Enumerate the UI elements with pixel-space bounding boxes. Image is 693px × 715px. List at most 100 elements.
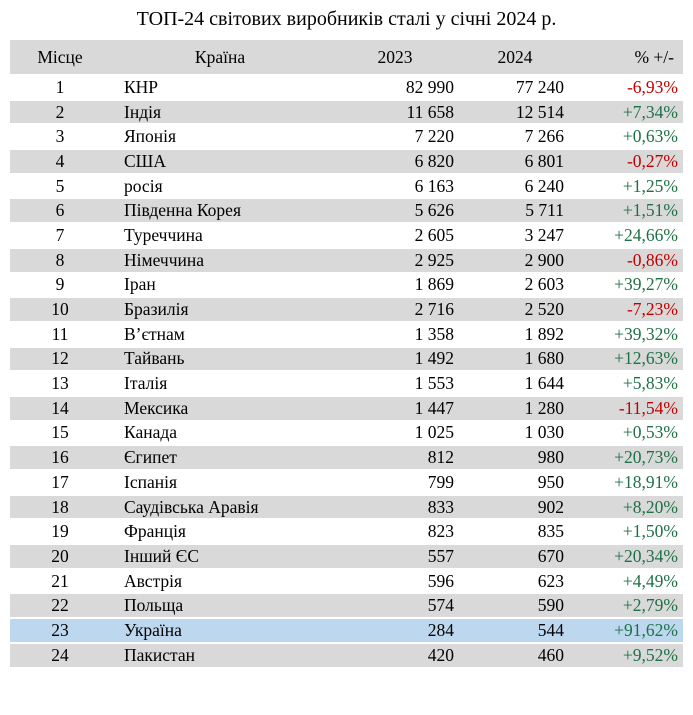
value-2023-cell: 833 <box>330 493 460 519</box>
table-row: 13 Італія 1 553 1 644 +5,83% <box>10 370 683 395</box>
change-cell: +8,20% <box>570 493 683 519</box>
rank-cell: 17 <box>10 469 110 494</box>
country-cell: Іспанія <box>110 469 330 494</box>
col-header-rank: Місце <box>10 40 110 74</box>
change-cell: +2,79% <box>570 592 683 618</box>
rank-cell: 14 <box>10 394 110 420</box>
rank-cell: 2 <box>10 98 110 124</box>
change-cell: +0,53% <box>570 419 683 445</box>
change-cell: -0,86% <box>570 246 683 272</box>
table-row: 10 Бразилія 2 716 2 520 -7,23% <box>10 296 683 321</box>
change-cell: +24,66% <box>570 222 683 247</box>
value-2023-cell: 823 <box>330 518 460 544</box>
value-2023-cell: 1 358 <box>330 320 460 346</box>
value-2024-cell: 7 266 <box>460 123 570 149</box>
col-header-change: % +/- <box>570 40 683 74</box>
value-2023-cell: 6 820 <box>330 148 460 173</box>
value-2024-cell: 902 <box>460 493 570 519</box>
table-row: 23 Україна 284 544 +91,62% <box>10 617 683 642</box>
rank-cell: 6 <box>10 197 110 223</box>
change-cell: -6,93% <box>570 74 683 99</box>
table-row: 19 Франція 823 835 +1,50% <box>10 518 683 544</box>
value-2024-cell: 2 603 <box>460 271 570 297</box>
country-cell: Мексика <box>110 394 330 420</box>
value-2023-cell: 574 <box>330 592 460 618</box>
rank-cell: 4 <box>10 148 110 173</box>
value-2024-cell: 1 892 <box>460 320 570 346</box>
table-row: 20 Інший ЄС 557 670 +20,34% <box>10 543 683 568</box>
country-cell: В’єтнам <box>110 320 330 346</box>
country-cell: Інший ЄС <box>110 543 330 568</box>
change-cell: +7,34% <box>570 98 683 124</box>
change-cell: -0,27% <box>570 148 683 173</box>
table-row: 7 Туреччина 2 605 3 247 +24,66% <box>10 222 683 247</box>
value-2024-cell: 2 900 <box>460 246 570 272</box>
country-cell: США <box>110 148 330 173</box>
value-2023-cell: 596 <box>330 567 460 593</box>
value-2023-cell: 7 220 <box>330 123 460 149</box>
value-2024-cell: 1 644 <box>460 370 570 395</box>
value-2023-cell: 1 447 <box>330 394 460 420</box>
value-2024-cell: 544 <box>460 617 570 642</box>
rank-cell: 18 <box>10 493 110 519</box>
country-cell: Італія <box>110 370 330 395</box>
rank-cell: 11 <box>10 320 110 346</box>
col-header-2024: 2024 <box>460 40 570 74</box>
table-row: 2 Індія 11 658 12 514 +7,34% <box>10 98 683 124</box>
rank-cell: 20 <box>10 543 110 568</box>
value-2023-cell: 1 553 <box>330 370 460 395</box>
value-2024-cell: 77 240 <box>460 74 570 99</box>
value-2024-cell: 590 <box>460 592 570 618</box>
change-cell: +5,83% <box>570 370 683 395</box>
col-header-country: Країна <box>110 40 330 74</box>
value-2023-cell: 11 658 <box>330 98 460 124</box>
country-cell: Німеччина <box>110 246 330 272</box>
value-2024-cell: 1 680 <box>460 345 570 371</box>
table-row: 12 Тайвань 1 492 1 680 +12,63% <box>10 345 683 371</box>
table-row: 3 Японія 7 220 7 266 +0,63% <box>10 123 683 149</box>
rank-cell: 21 <box>10 567 110 593</box>
change-cell: +39,32% <box>570 320 683 346</box>
country-cell: Польща <box>110 592 330 618</box>
country-cell: Тайвань <box>110 345 330 371</box>
value-2023-cell: 82 990 <box>330 74 460 99</box>
value-2023-cell: 420 <box>330 641 460 667</box>
change-cell: +12,63% <box>570 345 683 371</box>
country-cell: Південна Корея <box>110 197 330 223</box>
steel-producers-table: Місце Країна 2023 2024 % +/- 1 КНР 82 99… <box>10 40 683 667</box>
value-2024-cell: 950 <box>460 469 570 494</box>
value-2023-cell: 557 <box>330 543 460 568</box>
table-row: 8 Німеччина 2 925 2 900 -0,86% <box>10 246 683 272</box>
table-row: 16 Єгипет 812 980 +20,73% <box>10 444 683 469</box>
rank-cell: 5 <box>10 172 110 198</box>
table-row: 21 Австрія 596 623 +4,49% <box>10 567 683 593</box>
rank-cell: 15 <box>10 419 110 445</box>
country-cell: Канада <box>110 419 330 445</box>
rank-cell: 22 <box>10 592 110 618</box>
value-2024-cell: 460 <box>460 641 570 667</box>
table-row: 22 Польща 574 590 +2,79% <box>10 592 683 618</box>
table-row: 11 В’єтнам 1 358 1 892 +39,32% <box>10 320 683 346</box>
change-cell: +18,91% <box>570 469 683 494</box>
rank-cell: 8 <box>10 246 110 272</box>
country-cell: Саудівська Аравія <box>110 493 330 519</box>
value-2023-cell: 1 492 <box>330 345 460 371</box>
country-cell: Іран <box>110 271 330 297</box>
rank-cell: 24 <box>10 641 110 667</box>
value-2023-cell: 2 925 <box>330 246 460 272</box>
country-cell: росія <box>110 172 330 198</box>
value-2024-cell: 980 <box>460 444 570 469</box>
table-row: 18 Саудівська Аравія 833 902 +8,20% <box>10 493 683 519</box>
rank-cell: 23 <box>10 617 110 642</box>
change-cell: +1,51% <box>570 197 683 223</box>
value-2024-cell: 5 711 <box>460 197 570 223</box>
change-cell: +20,34% <box>570 543 683 568</box>
table-body: 1 КНР 82 990 77 240 -6,93% 2 Індія 11 65… <box>10 74 683 667</box>
change-cell: +1,25% <box>570 172 683 198</box>
value-2024-cell: 623 <box>460 567 570 593</box>
change-cell: +0,63% <box>570 123 683 149</box>
value-2023-cell: 1 025 <box>330 419 460 445</box>
table-row: 5 росія 6 163 6 240 +1,25% <box>10 172 683 198</box>
table-row: 14 Мексика 1 447 1 280 -11,54% <box>10 394 683 420</box>
country-cell: Пакистан <box>110 641 330 667</box>
